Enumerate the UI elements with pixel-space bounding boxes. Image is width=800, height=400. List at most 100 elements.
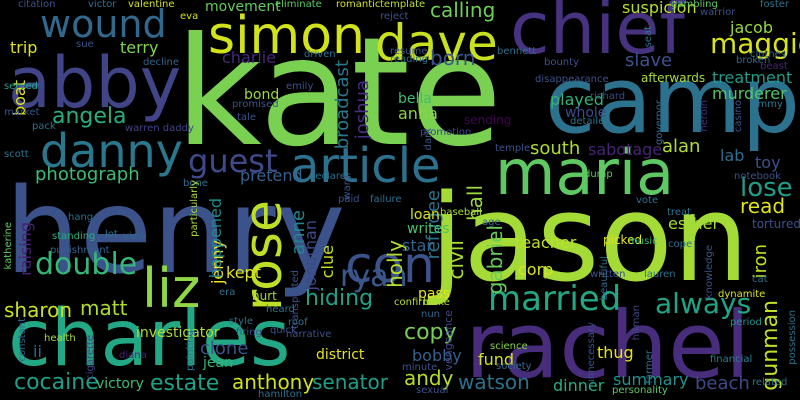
- word-richard: richard: [590, 91, 626, 102]
- word-sharon: sharon: [4, 298, 73, 322]
- word-cocaine: cocaine: [14, 370, 99, 395]
- word-painting: painting: [185, 330, 196, 371]
- word-broadcast: broadcast: [332, 60, 353, 150]
- word-senator: senator: [312, 370, 388, 394]
- word-photograph: photograph: [35, 164, 140, 185]
- word-jason: jason: [430, 170, 749, 309]
- word-lot: lot: [105, 229, 118, 240]
- word-victory: victory: [96, 376, 144, 392]
- word-andy: andy: [404, 366, 454, 390]
- word-bone: bone: [183, 178, 208, 189]
- word-raising: raising: [16, 222, 35, 276]
- word-personality: personality: [612, 385, 668, 396]
- word-warrior: warrior: [700, 7, 736, 18]
- word-dynamite: dynamite: [718, 289, 766, 300]
- word-disappearance: disappearance: [535, 74, 609, 85]
- word-cigarette: cigarette: [85, 335, 96, 380]
- word-possession: possession: [787, 310, 798, 365]
- word-teacher: teacher: [515, 233, 577, 252]
- word-simon: simon: [208, 6, 365, 66]
- word-promotion: promotion: [420, 127, 472, 138]
- word-happened: happened: [206, 198, 225, 279]
- word-terry: terry: [120, 38, 159, 57]
- word-view: view: [123, 231, 147, 242]
- word-standing: standing: [52, 231, 96, 242]
- word-eliminate: eliminate: [275, 0, 322, 10]
- word-kate: kate: [175, 6, 503, 180]
- word-beast: beast: [760, 61, 788, 72]
- word-declares: declares: [309, 171, 352, 182]
- word-pass: pass: [418, 286, 451, 302]
- word-played: played: [550, 90, 604, 109]
- word-farmer: farmer: [644, 350, 655, 384]
- word-hurt: hurt: [252, 289, 277, 303]
- word-picked: picked: [603, 233, 643, 247]
- word-style: style: [229, 316, 253, 327]
- word-heard: heard: [266, 304, 295, 315]
- word-bella: bella: [398, 91, 432, 107]
- word-anna: anna: [398, 104, 438, 123]
- word-broken: broken: [736, 55, 771, 66]
- word-loan: loan: [410, 207, 440, 223]
- word-angela: angela: [52, 104, 127, 129]
- word-cat: cat: [752, 274, 768, 285]
- word-era: era: [219, 287, 236, 298]
- word-foster: foster: [760, 0, 790, 10]
- word-rachel: rachel: [465, 292, 751, 399]
- word-confirms: confirms: [394, 297, 438, 308]
- word-suspicion: suspicion: [622, 0, 697, 17]
- word-emily: emily: [286, 81, 314, 92]
- word-always: always: [655, 287, 752, 320]
- word-sabotage: sabotage: [588, 140, 663, 159]
- word-ii: ii: [33, 342, 42, 361]
- word-clone: clone: [200, 338, 249, 359]
- word-firing: firing: [236, 327, 262, 338]
- word-temple: temple: [495, 143, 531, 154]
- word-governor: governor: [654, 100, 665, 146]
- word-jean: jean: [203, 355, 233, 371]
- word-jacob: jacob: [730, 18, 773, 37]
- word-beach: beach: [695, 373, 750, 394]
- word-toy: toy: [755, 153, 781, 172]
- word-sue: sue: [76, 39, 94, 50]
- word-con: con: [345, 236, 435, 294]
- word-dark: dark: [423, 128, 434, 151]
- word-warren-daddy: warren daddy: [125, 123, 194, 134]
- word-married: married: [488, 279, 622, 319]
- word-maria: maria: [495, 136, 675, 209]
- word-dump: dump: [584, 169, 613, 180]
- word-camp: camp: [545, 47, 800, 154]
- word-narrative: narrative: [286, 329, 332, 340]
- word-calling: calling: [430, 0, 496, 22]
- word-afterwards: afterwards: [641, 71, 706, 85]
- word-tale: tale: [237, 112, 256, 123]
- word-knowledge: knowledge: [704, 245, 715, 300]
- word-anne: anne: [288, 210, 309, 255]
- word-wound: wound: [40, 2, 167, 46]
- word-age: age: [482, 217, 501, 228]
- word-lab: lab: [720, 146, 745, 165]
- word-financial: financial: [710, 354, 753, 365]
- word-treatment: treatment: [712, 68, 793, 87]
- word-baseball: baseball: [440, 207, 482, 218]
- word-bobby: bobby: [412, 346, 462, 365]
- word-fund: fund: [478, 350, 515, 369]
- word-diana: diana: [119, 350, 147, 361]
- word-hamilton: hamilton: [258, 389, 303, 400]
- word-transported: transported: [290, 270, 301, 329]
- word-summary: summary: [613, 370, 689, 389]
- word-blake: blake: [423, 297, 450, 308]
- word-template: template: [380, 0, 426, 10]
- word-valentine: valentine: [128, 0, 175, 10]
- word-punishment: punishment: [50, 245, 110, 256]
- word-copy: copy: [404, 320, 457, 345]
- word-detailed: detailed: [570, 116, 611, 127]
- word-gambling: gambling: [671, 0, 718, 10]
- word-beautiful: beautiful: [599, 256, 610, 301]
- word-whole: whole: [565, 105, 607, 121]
- word-joshua: joshua: [352, 80, 373, 140]
- word-resume: resume: [390, 46, 428, 57]
- word-cope: cope: [668, 239, 693, 250]
- word-health: health: [44, 333, 76, 344]
